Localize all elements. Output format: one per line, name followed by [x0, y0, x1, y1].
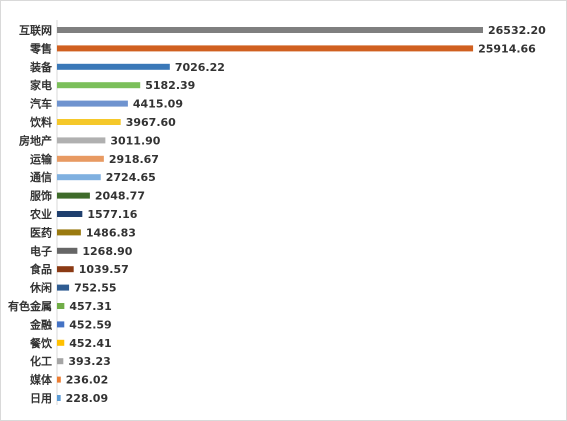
value-label: 7026.22 [175, 61, 225, 74]
bar [57, 100, 128, 107]
value-label: 2724.65 [106, 171, 156, 184]
category-label: 通信 [30, 170, 52, 184]
value-label: 452.59 [69, 318, 111, 331]
category-label: 医药 [30, 225, 52, 239]
category-label: 装备 [29, 60, 53, 74]
value-label: 452.41 [69, 337, 111, 350]
category-label: 化工 [30, 354, 52, 368]
value-label: 393.23 [68, 355, 110, 368]
category-label: 汽车 [30, 97, 52, 111]
value-label: 25914.66 [478, 42, 536, 55]
category-label: 零售 [29, 41, 52, 55]
value-label: 3967.60 [126, 116, 176, 129]
category-label: 家电 [30, 78, 52, 92]
category-label: 电子 [30, 244, 52, 258]
bar [57, 303, 65, 309]
value-label: 2918.67 [109, 153, 159, 166]
value-label: 457.31 [69, 300, 111, 313]
category-label: 服饰 [30, 189, 52, 203]
value-label: 1039.57 [79, 263, 129, 276]
category-label: 休闲 [29, 281, 52, 295]
category-label: 日用 [30, 392, 52, 405]
value-label: 1486.83 [86, 226, 136, 239]
value-label: 3011.90 [110, 134, 160, 147]
bar [57, 229, 81, 236]
category-label: 食品 [30, 262, 52, 276]
bar [57, 395, 61, 401]
category-label: 运输 [30, 152, 53, 166]
value-label: 1268.90 [82, 245, 132, 258]
value-label: 236.02 [66, 374, 108, 387]
value-label: 2048.77 [95, 190, 145, 203]
bar [57, 247, 78, 254]
bar [57, 155, 104, 162]
bar [57, 339, 65, 346]
bar [57, 82, 141, 89]
bar [57, 211, 83, 217]
value-label: 752.55 [74, 282, 116, 295]
category-label: 房地产 [19, 133, 52, 147]
category-label: 有色金属 [8, 299, 52, 313]
bar [57, 321, 65, 328]
category-label: 餐饮 [29, 336, 53, 350]
bar [57, 174, 101, 181]
bar [57, 266, 74, 273]
bar [57, 358, 64, 365]
category-label: 饮料 [29, 115, 52, 129]
bar [57, 63, 170, 70]
value-label: 5182.39 [145, 79, 195, 92]
value-label: 4415.09 [133, 98, 183, 111]
category-label: 互联网 [19, 23, 52, 37]
category-label: 农业 [29, 207, 52, 221]
bar [57, 192, 90, 199]
value-label: 1577.16 [87, 208, 137, 221]
category-label: 媒体 [29, 373, 53, 387]
category-label: 金融 [29, 317, 52, 331]
bar [57, 119, 121, 125]
bar [57, 376, 61, 383]
bar [57, 27, 483, 33]
bar [57, 284, 70, 291]
bar [57, 45, 474, 52]
value-label: 26532.20 [488, 24, 546, 37]
value-label: 228.09 [66, 392, 108, 405]
bar [57, 137, 106, 144]
